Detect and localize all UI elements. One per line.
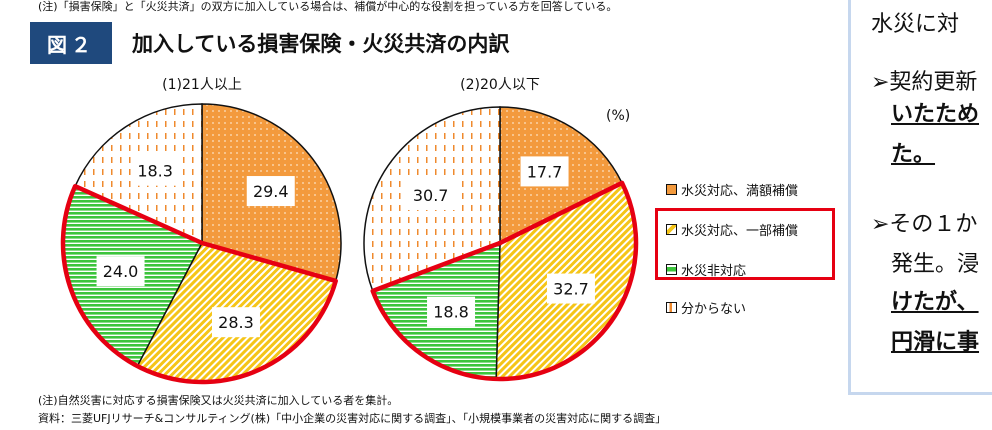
pie2-data-label: 30.7 bbox=[413, 186, 449, 205]
legend-swatch bbox=[666, 224, 677, 235]
panel-line: 円滑に事 bbox=[891, 330, 980, 355]
pie2-label-bg bbox=[520, 156, 569, 187]
pie1-data-label: 18.3 bbox=[137, 162, 173, 181]
figure-title: 加入している損害保険・火災共済の内訳 bbox=[132, 32, 510, 56]
top-note: (注)「損害保険」と「火災共済」の双方に加入している場合は、補償が中心的な役割を… bbox=[38, 0, 618, 13]
legend-item: 分からない bbox=[666, 298, 746, 317]
pie1-label-bg bbox=[131, 155, 180, 186]
legend-label: 水災対応、満額補償 bbox=[681, 184, 799, 199]
pie2-highlight-outline bbox=[370, 180, 639, 382]
legend-item: 水災対応、一部補償 bbox=[666, 220, 798, 239]
legend-item: 水災対応、満額補償 bbox=[666, 180, 798, 199]
panel-line: 水災に対 bbox=[871, 12, 960, 37]
panel-line: いたため bbox=[891, 102, 980, 127]
pie2-label-bg bbox=[406, 180, 455, 211]
legend-label: 水災対応、一部補償 bbox=[681, 224, 799, 239]
footer-source: 資料：三菱UFJリサーチ&コンサルティング(株)「中小企業の災害対応に関する調査… bbox=[38, 412, 667, 425]
pie2-data-label: 18.8 bbox=[433, 303, 469, 322]
pie2-label-bg bbox=[427, 296, 476, 327]
figure-badge: 図２ bbox=[30, 22, 112, 64]
legend-label: 水災非対応 bbox=[681, 264, 747, 279]
pie1-title: (1)21人以上 bbox=[162, 77, 242, 93]
legend-swatch bbox=[666, 302, 677, 313]
pie1-label-bg bbox=[96, 256, 145, 287]
panel-line: ➢契約更新 bbox=[871, 70, 978, 95]
side-panel: 水災に対 ➢契約更新 いたため た。 ➢その１か 発生。浸 けたが、 円滑に事 bbox=[848, 0, 992, 395]
pie2-data-label: 32.7 bbox=[553, 280, 589, 299]
panel-line: けたが、 bbox=[891, 290, 979, 315]
legend-swatch bbox=[666, 184, 677, 195]
pie2-title: (2)20人以下 bbox=[460, 77, 540, 93]
legend-swatch bbox=[666, 264, 677, 275]
panel-line: た。 bbox=[891, 142, 936, 167]
pie1-label-bg bbox=[211, 307, 260, 338]
pie1-label-bg bbox=[246, 176, 295, 207]
footer-note: (注)自然災害に対応する損害保険又は火災共済に加入している者を集計。 bbox=[38, 394, 399, 407]
pie1-data-label: 24.0 bbox=[103, 262, 139, 281]
panel-line: ➢その１か bbox=[871, 212, 978, 237]
pie1-data-label: 29.4 bbox=[253, 182, 289, 201]
pie1-highlight-outline bbox=[60, 183, 338, 385]
pie2-label-bg bbox=[546, 273, 595, 304]
legend-highlight-box bbox=[655, 208, 835, 280]
legend-label: 分からない bbox=[681, 302, 747, 317]
unit-label: (%) bbox=[606, 108, 631, 124]
legend-item: 水災非対応 bbox=[666, 260, 746, 279]
pie-charts: 29.4 28.3 24.0 18.3 17.7 32.7 18.8 30.7 bbox=[60, 103, 639, 385]
pie1-data-label: 28.3 bbox=[218, 313, 254, 332]
panel-line: 発生。浸 bbox=[891, 252, 980, 277]
pie2-data-label: 17.7 bbox=[527, 162, 563, 181]
